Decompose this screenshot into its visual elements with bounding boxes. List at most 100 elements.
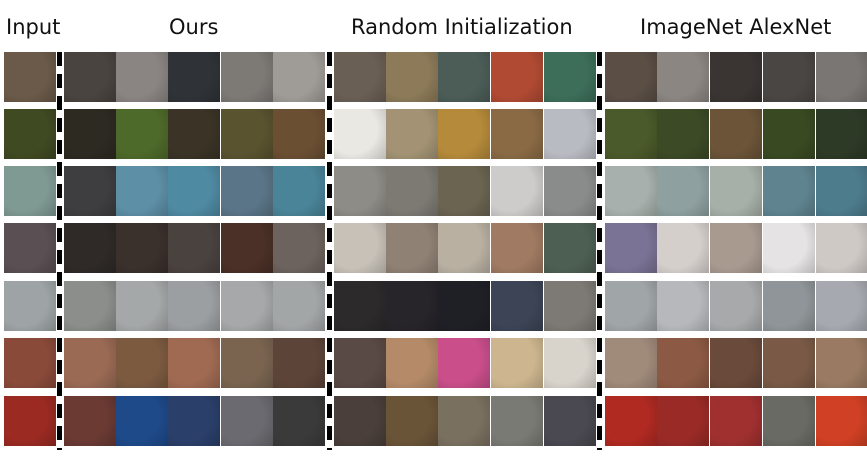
image-patch: [816, 109, 867, 159]
image-patch: [221, 166, 273, 216]
image-patch: [544, 109, 596, 159]
image-patch: [763, 52, 815, 102]
image-patch: [116, 338, 168, 388]
image-patch: [64, 338, 116, 388]
image-patch: [168, 223, 220, 273]
image-patch: [605, 223, 657, 273]
image-patch: [657, 338, 709, 388]
image-patch: [544, 338, 596, 388]
image-patch: [4, 166, 56, 216]
image-patch: [763, 109, 815, 159]
image-patch: [710, 109, 762, 159]
image-patch: [710, 166, 762, 216]
image-patch: [386, 338, 438, 388]
image-patch: [273, 396, 325, 446]
image-patch: [273, 223, 325, 273]
image-patch: [221, 109, 273, 159]
image-patch: [334, 281, 386, 331]
image-patch: [438, 396, 490, 446]
image-patch: [221, 338, 273, 388]
image-patch: [386, 396, 438, 446]
image-patch: [710, 223, 762, 273]
image-patch: [657, 109, 709, 159]
image-patch: [116, 223, 168, 273]
image-patch: [544, 281, 596, 331]
image-patch: [816, 281, 867, 331]
image-patch: [816, 338, 867, 388]
image-patch: [605, 166, 657, 216]
image-patch: [438, 223, 490, 273]
image-patch: [491, 52, 543, 102]
image-patch: [763, 396, 815, 446]
image-patch: [334, 109, 386, 159]
image-patch: [605, 396, 657, 446]
image-patch: [657, 52, 709, 102]
image-patch: [544, 223, 596, 273]
image-patch: [168, 52, 220, 102]
image-patch: [64, 109, 116, 159]
image-patch: [116, 109, 168, 159]
image-patch: [273, 338, 325, 388]
image-patch: [816, 52, 867, 102]
column-separator-3: [597, 52, 602, 450]
image-patch: [221, 281, 273, 331]
image-patch: [273, 52, 325, 102]
image-patch: [657, 166, 709, 216]
image-patch: [491, 396, 543, 446]
image-patch: [544, 396, 596, 446]
image-patch: [386, 109, 438, 159]
image-patch: [438, 166, 490, 216]
image-patch: [491, 338, 543, 388]
image-patch: [438, 338, 490, 388]
image-patch: [64, 396, 116, 446]
image-patch: [116, 52, 168, 102]
image-patch: [273, 166, 325, 216]
image-patch: [4, 396, 56, 446]
image-patch: [4, 338, 56, 388]
column-separator-1: [57, 52, 62, 450]
image-patch: [816, 223, 867, 273]
image-patch: [168, 338, 220, 388]
image-patch: [64, 52, 116, 102]
image-patch: [64, 223, 116, 273]
image-patch: [605, 281, 657, 331]
image-patch: [544, 166, 596, 216]
image-patch: [763, 223, 815, 273]
image-patch: [491, 166, 543, 216]
image-patch: [438, 281, 490, 331]
image-patch: [4, 52, 56, 102]
image-patch: [657, 223, 709, 273]
image-patch: [168, 396, 220, 446]
image-patch: [334, 166, 386, 216]
image-patch: [334, 396, 386, 446]
image-patch: [386, 281, 438, 331]
image-patch: [763, 166, 815, 216]
image-patch: [710, 396, 762, 446]
image-patch: [491, 109, 543, 159]
image-patch: [116, 166, 168, 216]
image-patch: [386, 166, 438, 216]
image-patch: [816, 166, 867, 216]
image-patch: [221, 52, 273, 102]
image-patch: [334, 223, 386, 273]
image-patch: [491, 223, 543, 273]
image-patch: [4, 281, 56, 331]
image-patch: [605, 338, 657, 388]
image-patch: [386, 223, 438, 273]
image-patch: [273, 281, 325, 331]
image-patch: [221, 223, 273, 273]
image-patch: [168, 281, 220, 331]
image-patch: [657, 281, 709, 331]
image-patch: [221, 396, 273, 446]
image-patch: [116, 396, 168, 446]
image-patch: [710, 281, 762, 331]
image-patch: [710, 338, 762, 388]
image-patch: [334, 338, 386, 388]
image-patch: [605, 109, 657, 159]
image-patch: [64, 166, 116, 216]
image-patch: [386, 52, 438, 102]
image-patch: [168, 109, 220, 159]
image-patch: [168, 166, 220, 216]
image-patch: [763, 281, 815, 331]
